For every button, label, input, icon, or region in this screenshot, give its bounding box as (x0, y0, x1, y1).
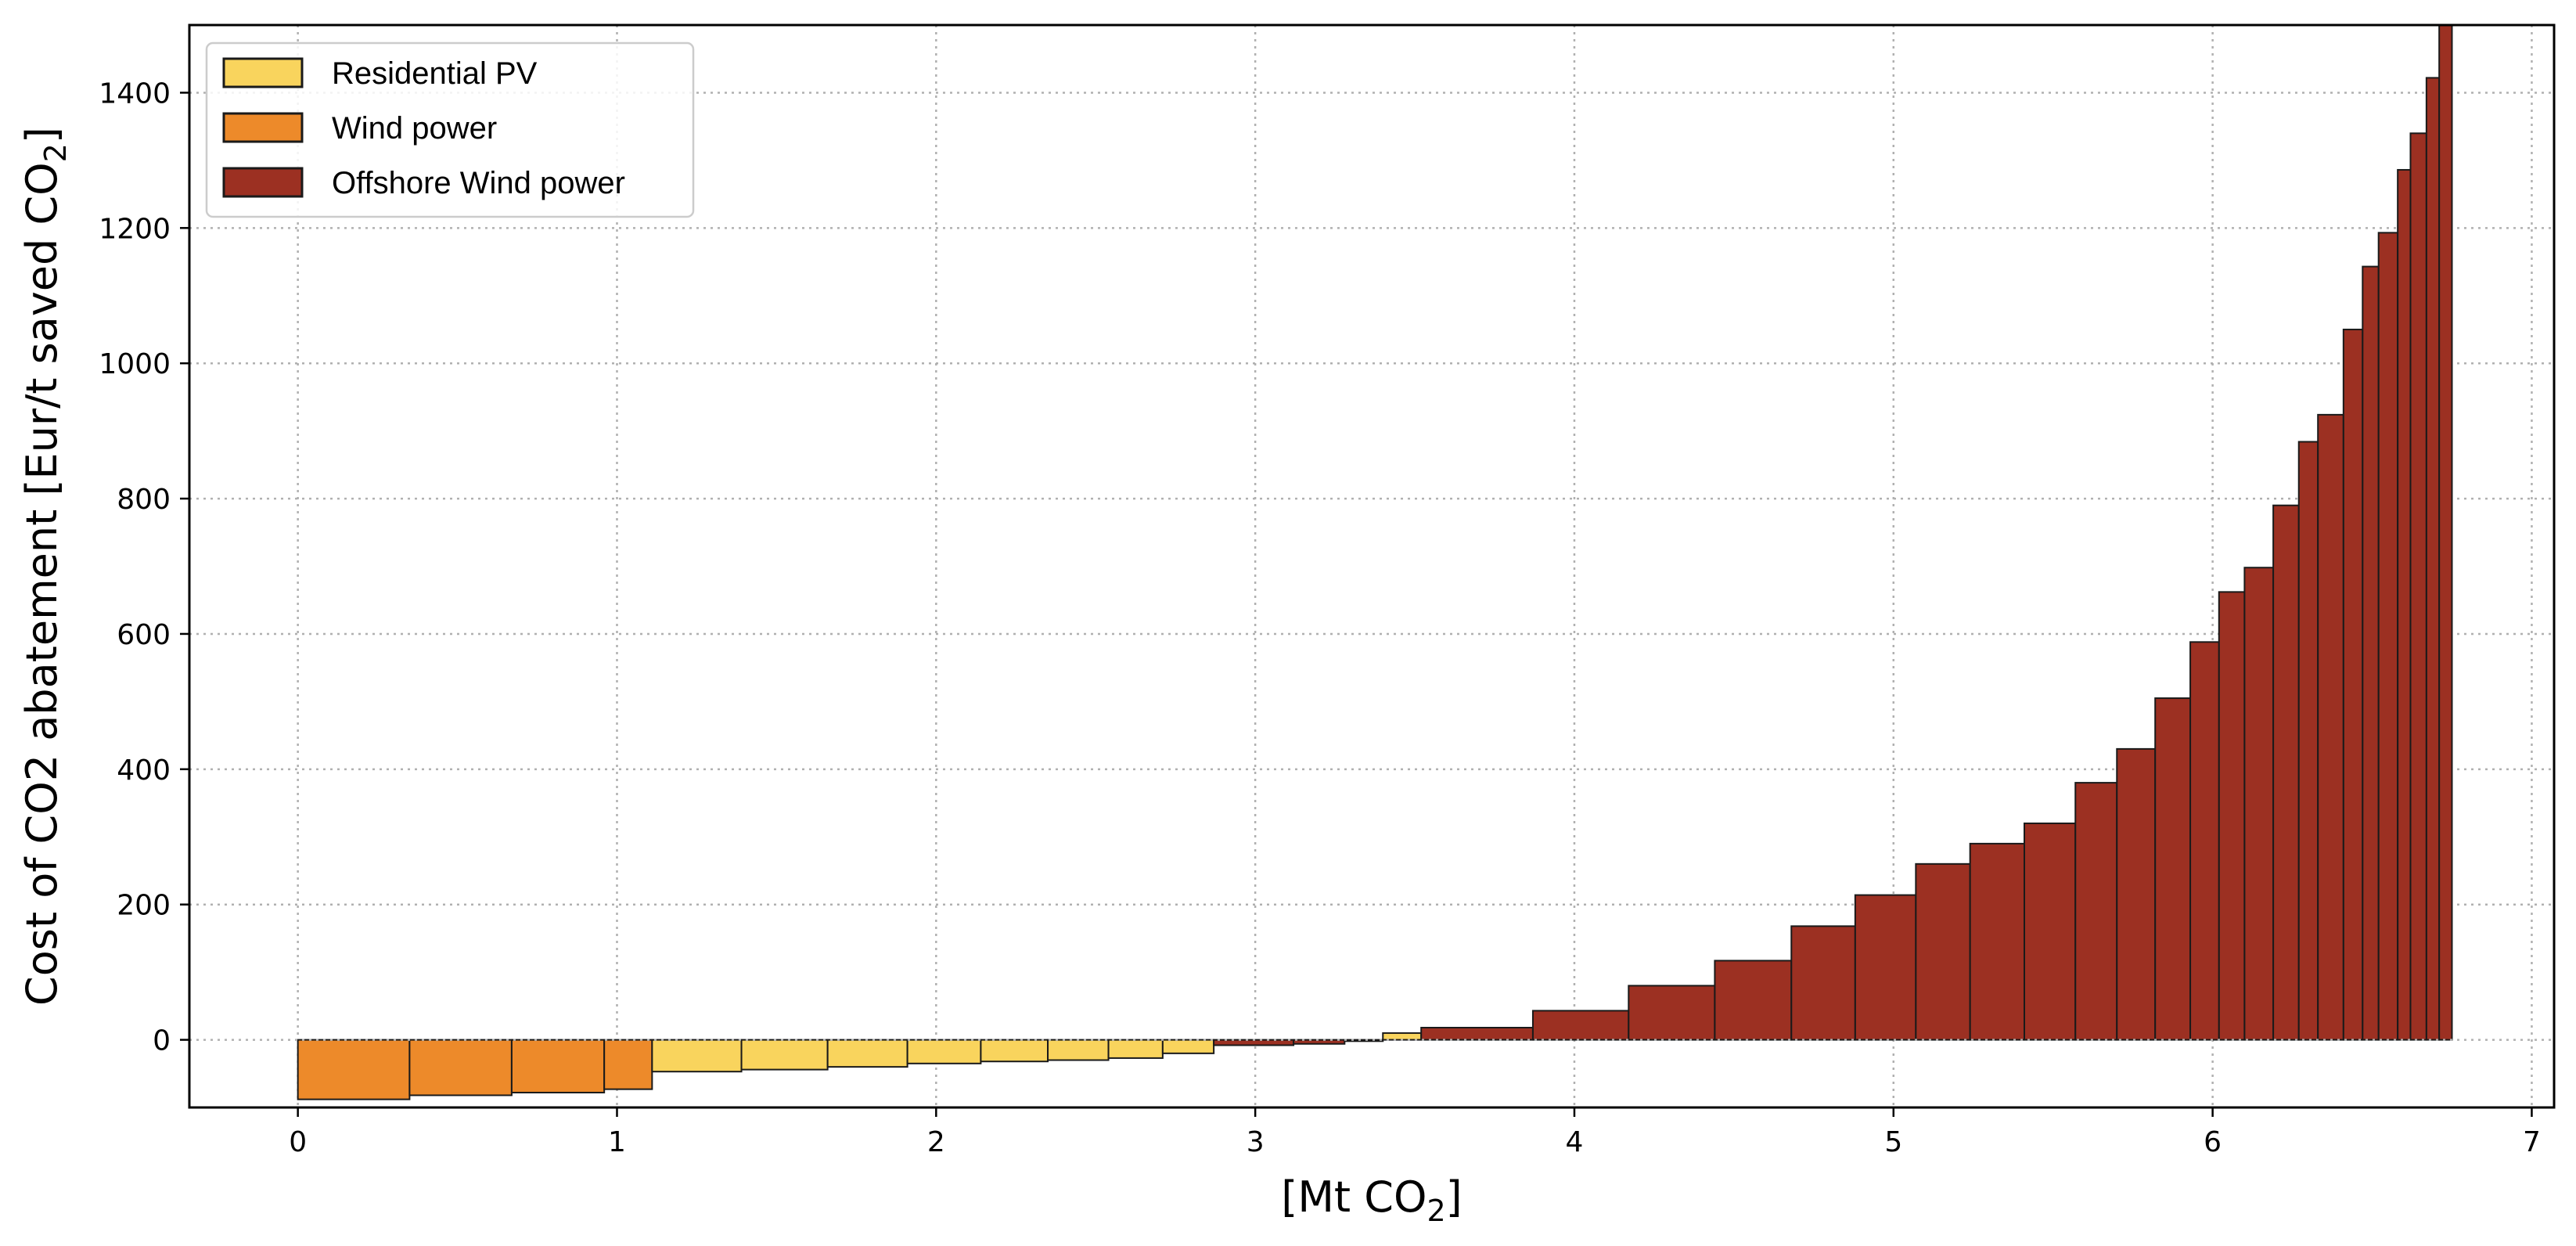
bar (603, 1039, 653, 1090)
legend-swatch (222, 57, 304, 88)
bar (2438, 24, 2453, 1041)
bars (297, 24, 2453, 1100)
y-tick-label: 0 (153, 1025, 171, 1057)
x-tick-label: 7 (2523, 1126, 2541, 1158)
bar (408, 1039, 513, 1097)
bar (1915, 862, 1971, 1041)
bar (2377, 232, 2399, 1041)
y-tick-label: 400 (117, 754, 171, 787)
bar (1293, 1039, 1346, 1045)
y-tick-label: 800 (117, 484, 171, 516)
bar (2317, 413, 2344, 1041)
bar (1714, 960, 1793, 1041)
x-axis-ticks: 0 1 2 3 4 5 6 7 (289, 1107, 2541, 1158)
bar (2074, 782, 2118, 1041)
bar (1420, 1027, 1534, 1041)
bar (2154, 697, 2192, 1041)
y-axis-ticks: 0 200 400 600 800 1000 1200 1400 (99, 77, 189, 1057)
bar (2362, 265, 2380, 1041)
bar (2189, 641, 2220, 1041)
y-tick-label: 200 (117, 890, 171, 922)
bar (1382, 1032, 1423, 1041)
bar (2218, 591, 2246, 1041)
bar (980, 1039, 1049, 1063)
bar (297, 1039, 411, 1100)
legend-swatch (222, 112, 304, 143)
bar (651, 1039, 743, 1073)
bar (1107, 1039, 1164, 1059)
plot-frame (188, 23, 2556, 1109)
x-axis-title: [Mt CO2] (1281, 1172, 1462, 1228)
legend-label: Wind power (332, 111, 497, 146)
bar (1790, 925, 1856, 1041)
legend-label: Offshore Wind power (332, 166, 625, 200)
bar (2116, 747, 2157, 1041)
x-tick-label: 4 (1566, 1126, 1584, 1158)
bar (740, 1039, 829, 1071)
y-tick-label: 600 (117, 619, 171, 651)
x-tick-label: 5 (1884, 1126, 1902, 1158)
y-tick-label: 1200 (99, 213, 171, 245)
bar (2397, 168, 2412, 1041)
y-tick-label: 1000 (99, 348, 171, 380)
bar (2409, 132, 2427, 1041)
bar (2425, 77, 2441, 1041)
y-axis-title: Cost of CO2 abatement [Eur/t saved CO2] (17, 127, 73, 1006)
bar (1047, 1039, 1110, 1061)
y-tick-label: 1400 (99, 77, 171, 110)
bar (510, 1039, 606, 1093)
legend-swatch (222, 167, 304, 198)
x-tick-label: 0 (289, 1126, 307, 1158)
bar (2342, 328, 2364, 1041)
x-tick-label: 3 (1247, 1126, 1265, 1158)
bar (906, 1039, 982, 1064)
bar (1344, 1039, 1384, 1043)
bar (1969, 842, 2026, 1041)
legend-frame (205, 41, 695, 218)
x-tick-label: 2 (927, 1126, 945, 1158)
x-tick-label: 6 (2204, 1126, 2222, 1158)
bar (1628, 985, 1716, 1041)
bar (2024, 822, 2077, 1041)
bar (1531, 1010, 1630, 1041)
bar (1854, 894, 1917, 1041)
bar (1161, 1039, 1215, 1054)
bar (826, 1039, 908, 1068)
bar (2272, 504, 2300, 1041)
x-tick-label: 1 (608, 1126, 626, 1158)
bar (2243, 567, 2275, 1041)
bar (2297, 441, 2319, 1041)
legend-label: Residential PV (332, 56, 538, 91)
legend: Residential PV Wind power Offshore Wind po… (205, 41, 695, 218)
